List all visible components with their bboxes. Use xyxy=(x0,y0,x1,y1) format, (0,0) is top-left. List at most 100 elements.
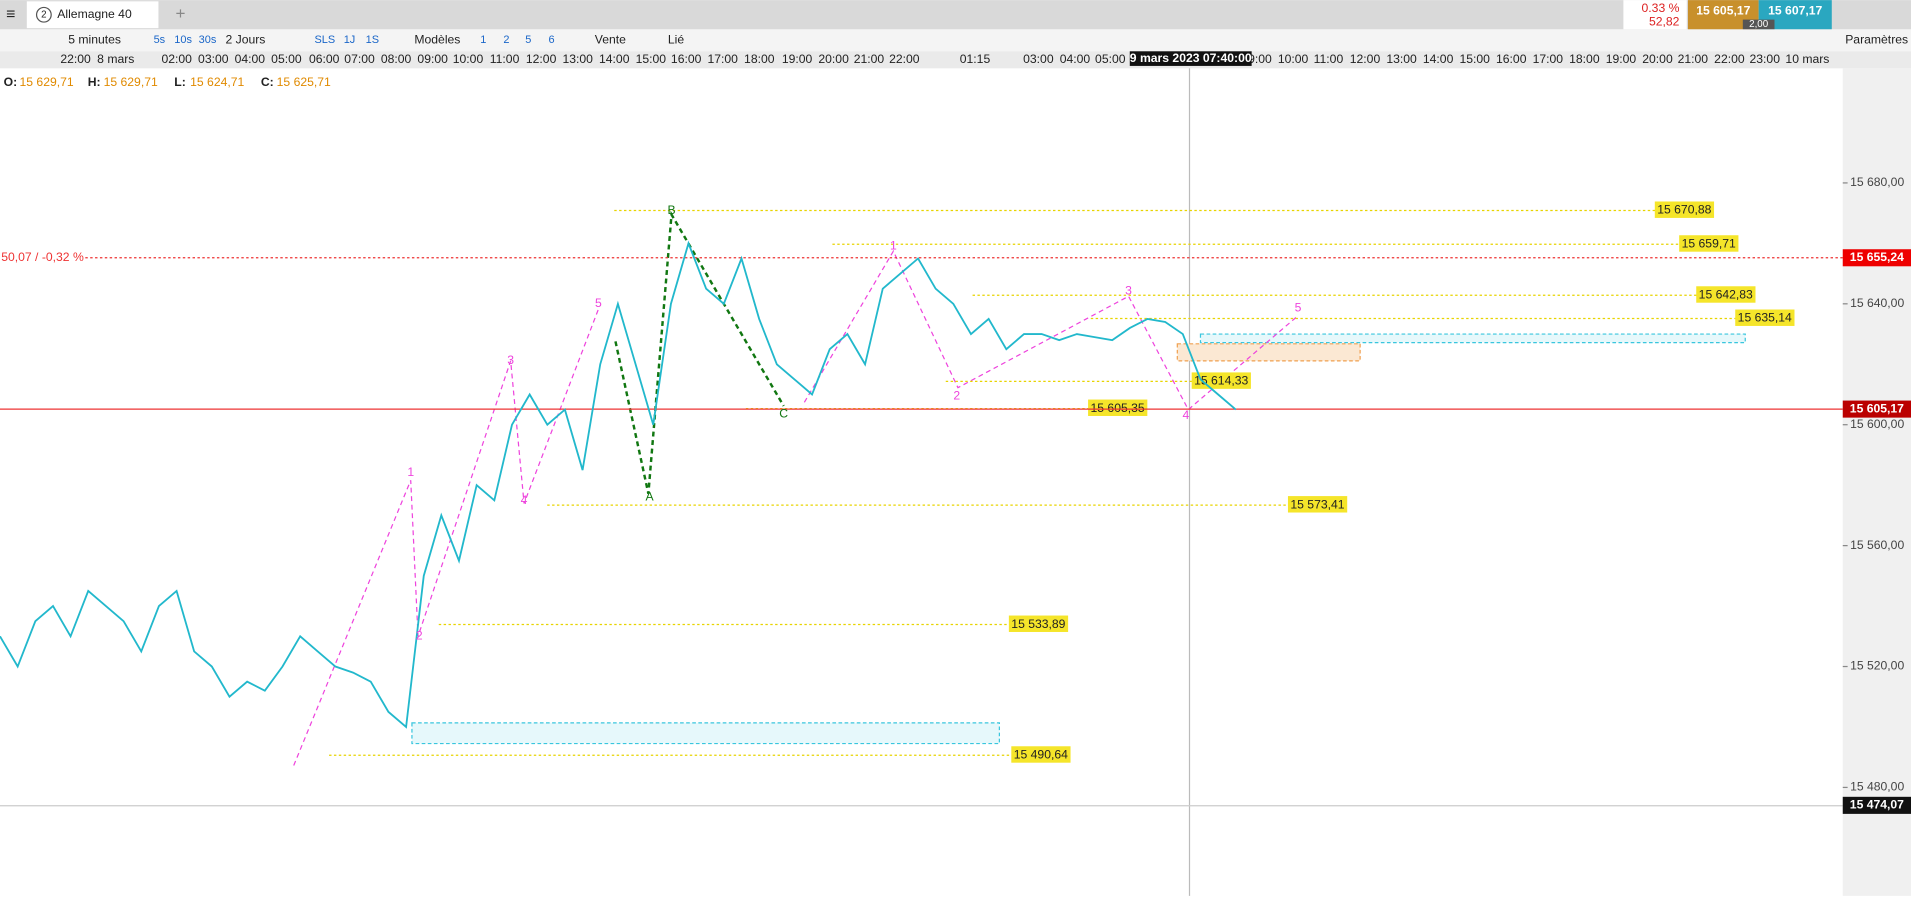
time-label: 10:00 xyxy=(453,52,484,66)
spread: 2,00 xyxy=(1749,19,1769,30)
toolbar-item[interactable]: 10s xyxy=(174,34,192,46)
wave-label: C xyxy=(779,407,788,421)
wave-label: 5 xyxy=(595,296,602,310)
ohlc-key: L: xyxy=(174,75,186,89)
zone-box xyxy=(411,722,1000,745)
toolbar-item[interactable]: 1S xyxy=(366,34,379,46)
ohlc-key: H: xyxy=(88,75,101,89)
level-label: 15 614,33 xyxy=(1194,374,1248,388)
time-label: 18:00 xyxy=(1569,52,1600,66)
change: 0.33 % xyxy=(1642,1,1680,15)
price-tick-label: 15 520,00 xyxy=(1850,659,1904,673)
cursor-time-box xyxy=(1129,51,1252,66)
toolbar-item[interactable]: 5 minutes xyxy=(68,33,121,47)
time-label: 05:00 xyxy=(1095,52,1126,66)
time-label: 22:00 xyxy=(1714,52,1745,66)
time-label: 04:00 xyxy=(1060,52,1091,66)
time-label: 23:00 xyxy=(1750,52,1781,66)
time-label: 15:00 xyxy=(636,52,667,66)
time-label: 07:00 xyxy=(344,52,375,66)
level-label: 15 573,41 xyxy=(1290,497,1344,511)
time-label: 22:00 xyxy=(889,52,920,66)
new-tab[interactable]: + xyxy=(176,4,186,23)
level-label-box xyxy=(1287,496,1348,513)
toolbar-item[interactable]: Lié xyxy=(668,33,684,47)
time-label: 16:00 xyxy=(1496,52,1527,66)
level-label: 15 490,64 xyxy=(1014,747,1068,761)
time-label: 20:00 xyxy=(1642,52,1673,66)
time-label: 12:00 xyxy=(1350,52,1381,66)
time-label: 11:00 xyxy=(1314,52,1344,66)
toolbar-item[interactable]: Vente xyxy=(595,33,626,47)
level-label-box xyxy=(1679,235,1739,252)
level-label-box xyxy=(1011,746,1071,763)
tab-number: 2 xyxy=(41,9,46,20)
level-label-box xyxy=(1735,309,1795,326)
toolbar-item[interactable]: 6 xyxy=(548,34,554,46)
level-label-box xyxy=(1654,201,1715,218)
time-label: 20:00 xyxy=(818,52,849,66)
time-label: 22:00 xyxy=(60,52,91,66)
time-label: 19:00 xyxy=(1606,52,1637,66)
spread-box xyxy=(1742,19,1775,30)
time-label: 16:00 xyxy=(671,52,702,66)
alert-box xyxy=(1842,249,1911,267)
time-label: 04:00 xyxy=(235,52,266,66)
time-label: 19:00 xyxy=(782,52,813,66)
toolbar-item[interactable]: 2 xyxy=(503,34,509,46)
toolbar-item[interactable]: 1 xyxy=(480,34,486,46)
toolbar-item[interactable]: 2 Jours xyxy=(225,33,265,47)
toolbar-item[interactable]: 5 xyxy=(525,34,531,46)
level-label: 15 533,89 xyxy=(1011,617,1065,631)
time-label: 03:00 xyxy=(1023,52,1054,66)
level-label: 15 670,88 xyxy=(1657,203,1711,217)
price-tick-label: 15 480,00 xyxy=(1850,780,1904,794)
toolbar-item[interactable]: Modèles xyxy=(414,33,460,47)
level-label-box xyxy=(1008,615,1069,632)
toolbar-item[interactable]: Paramètres xyxy=(1845,33,1908,47)
level-label-box xyxy=(1088,399,1148,416)
menu-icon[interactable]: ≡ xyxy=(6,6,15,23)
tab-title: Allemagne 40 xyxy=(57,7,132,21)
ohlc-key: C: xyxy=(261,75,274,89)
ask: 15 607,17 xyxy=(1768,3,1822,17)
time-label: 10:00 xyxy=(1278,52,1309,66)
time-label: 15:00 xyxy=(1459,52,1490,66)
time-label: 13:00 xyxy=(1386,52,1417,66)
wave-label: 4 xyxy=(521,493,528,507)
time-label: 17:00 xyxy=(707,52,738,66)
toolbar-item[interactable]: SLS xyxy=(314,34,335,46)
wave-label: A xyxy=(646,490,655,504)
price-tick-label: 15 560,00 xyxy=(1850,538,1904,552)
ohlc-key: O: xyxy=(4,75,18,89)
time-label: 13:00 xyxy=(562,52,593,66)
current-label: 15 605,17 xyxy=(1850,401,1904,415)
wave-label: B xyxy=(667,203,675,217)
alert-label: 15 655,24 xyxy=(1850,250,1904,264)
time-label: 10 mars xyxy=(1785,52,1829,66)
tab[interactable] xyxy=(26,1,159,29)
wave-label: 1 xyxy=(890,239,897,253)
change-box xyxy=(1623,0,1687,30)
time-label: 21:00 xyxy=(1678,52,1709,66)
time-label: 11:00 xyxy=(490,52,520,66)
wave-label: 2 xyxy=(953,388,960,402)
toolbar-item[interactable]: 5s xyxy=(154,34,166,46)
time-label: 14:00 xyxy=(1423,52,1454,66)
ohlc-value: 15 625,71 xyxy=(277,75,331,89)
wave-line xyxy=(803,249,1299,411)
time-label: 02:00 xyxy=(161,52,192,66)
toolbar-item[interactable]: 1J xyxy=(344,34,356,46)
toolbar-item[interactable]: 30s xyxy=(199,34,217,46)
level-label: 15 605,35 xyxy=(1091,401,1145,415)
wave-line xyxy=(614,210,785,494)
wave-label: 2 xyxy=(416,629,423,643)
tab-bar xyxy=(0,0,1911,30)
bid: 15 605,17 xyxy=(1696,3,1750,17)
level-label: 15 635,14 xyxy=(1738,311,1792,325)
time-label: 18:00 xyxy=(744,52,775,66)
price-line xyxy=(0,240,1237,729)
wave-line xyxy=(293,305,601,766)
wave-label: 3 xyxy=(507,353,514,367)
wave-label: 1 xyxy=(407,465,414,479)
